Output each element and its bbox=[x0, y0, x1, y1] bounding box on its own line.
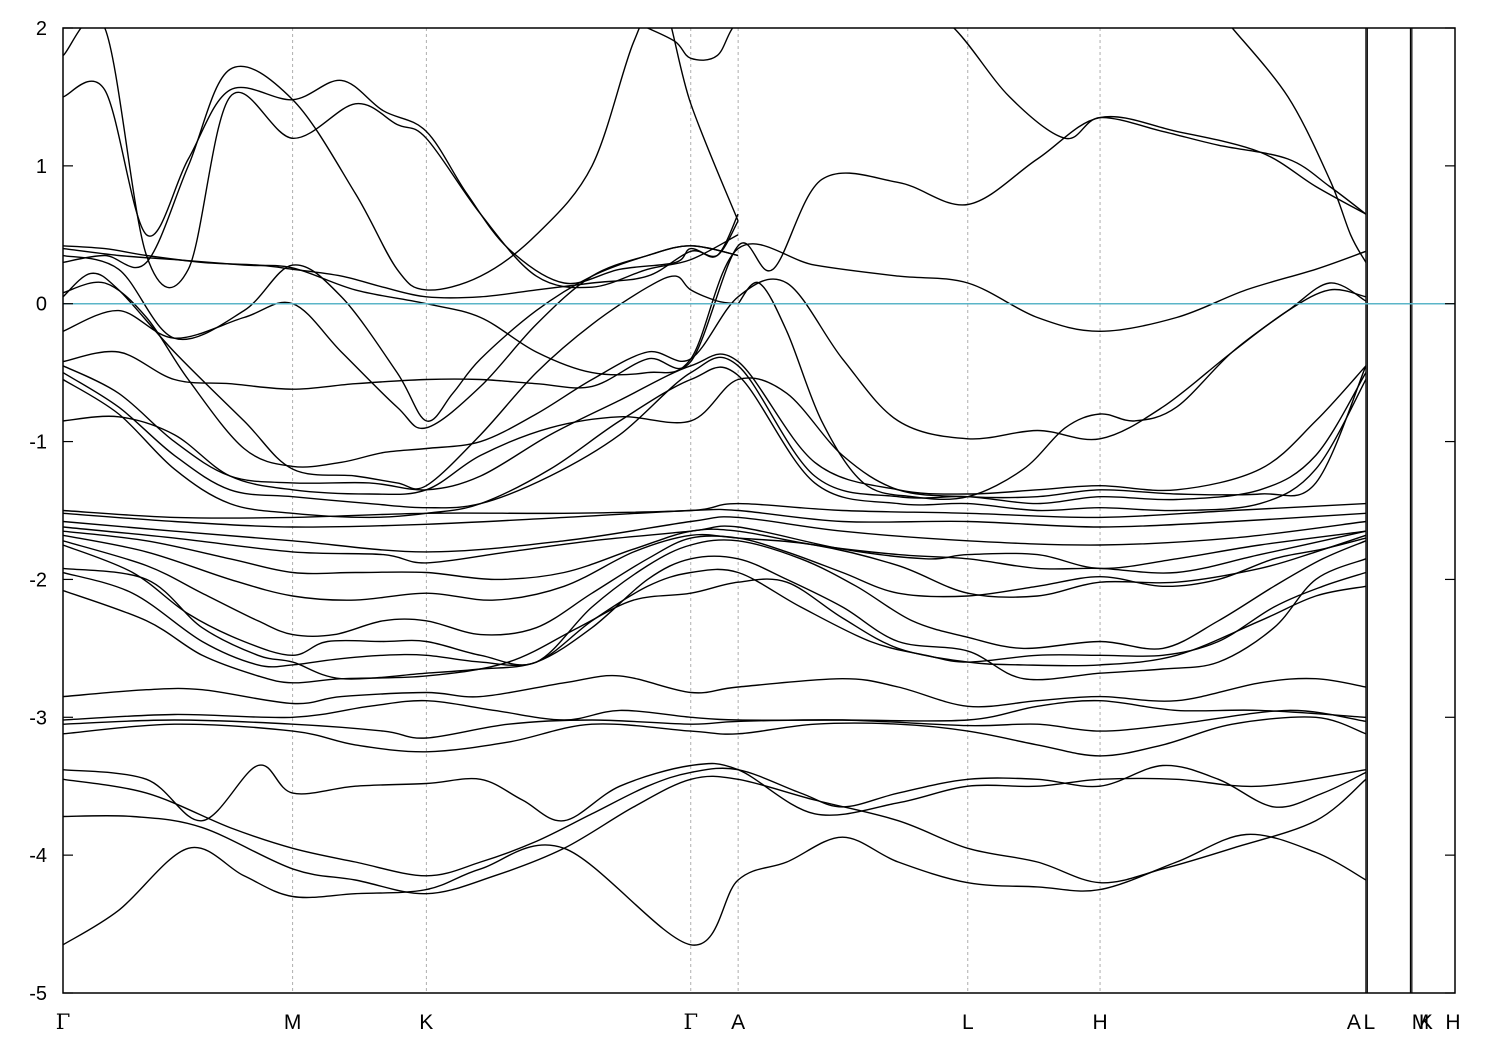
band-1 bbox=[63, 775, 1367, 895]
band-6 bbox=[63, 699, 1366, 722]
band-21 bbox=[63, 356, 1367, 509]
x-tick-label: L bbox=[1363, 1011, 1375, 1034]
band-7 bbox=[63, 674, 1367, 708]
band-10 bbox=[63, 555, 1367, 681]
band-18 bbox=[63, 502, 1366, 519]
band-29 bbox=[63, 243, 1367, 376]
x-tick-label: H bbox=[1445, 1011, 1460, 1034]
y-tick-label: 1 bbox=[36, 156, 47, 178]
band-13 bbox=[63, 533, 1367, 601]
x-tick-label: Γ bbox=[56, 1010, 71, 1034]
y-tick-label: -1 bbox=[29, 432, 47, 454]
y-axis: -5 -4 -3 -2 -1 0 1 2 bbox=[29, 18, 1455, 1005]
band-23 bbox=[63, 115, 1367, 390]
y-tick-label: -4 bbox=[29, 845, 47, 867]
band-2 bbox=[63, 764, 1367, 877]
x-tick-label: L bbox=[962, 1011, 974, 1034]
band-14 bbox=[63, 528, 1367, 581]
y-tick-label: -2 bbox=[29, 569, 47, 591]
x-tick-label: A bbox=[1347, 1011, 1361, 1034]
x-tick-label: M bbox=[284, 1011, 302, 1034]
band-34 bbox=[647, 28, 1367, 215]
bands bbox=[63, 28, 1367, 946]
band-28 bbox=[63, 245, 739, 422]
band-12 bbox=[63, 535, 1367, 638]
band-5 bbox=[63, 709, 1366, 739]
band-26 bbox=[737, 281, 1367, 501]
x-tick-label: M bbox=[1412, 1011, 1430, 1034]
band-9 bbox=[63, 568, 1367, 668]
y-tick-label: -5 bbox=[29, 983, 47, 1005]
band-4 bbox=[63, 716, 1367, 757]
band-25 bbox=[63, 272, 739, 490]
band-15 bbox=[63, 525, 1366, 570]
band-17 bbox=[63, 508, 1366, 528]
band-31 bbox=[63, 28, 739, 289]
x-tick-label: K bbox=[1419, 1011, 1433, 1034]
x-tick-label: Γ bbox=[684, 1010, 699, 1034]
x-tick-label: A bbox=[731, 1011, 745, 1034]
band-20 bbox=[63, 366, 1367, 519]
band-16 bbox=[63, 516, 1366, 553]
band-35 bbox=[1231, 28, 1367, 263]
band-32 bbox=[63, 79, 739, 285]
band-11 bbox=[63, 539, 1367, 666]
band-19 bbox=[63, 365, 1367, 499]
band-22 bbox=[63, 353, 1367, 495]
y-tick-label: 2 bbox=[36, 18, 47, 40]
x-axis: Γ M K Γ A L H A L MK H bbox=[56, 1010, 1461, 1034]
band-0 bbox=[63, 833, 1367, 946]
band-33 bbox=[63, 28, 739, 291]
band-24 bbox=[63, 278, 1367, 468]
band-3 bbox=[63, 762, 1367, 822]
y-tick-label: -3 bbox=[29, 707, 47, 729]
y-tick-label: 0 bbox=[36, 294, 47, 316]
x-tick-label: K bbox=[419, 1011, 433, 1034]
band-8 bbox=[63, 578, 1367, 684]
plot-frame bbox=[62, 27, 1456, 994]
x-tick-label: H bbox=[1092, 1011, 1107, 1034]
